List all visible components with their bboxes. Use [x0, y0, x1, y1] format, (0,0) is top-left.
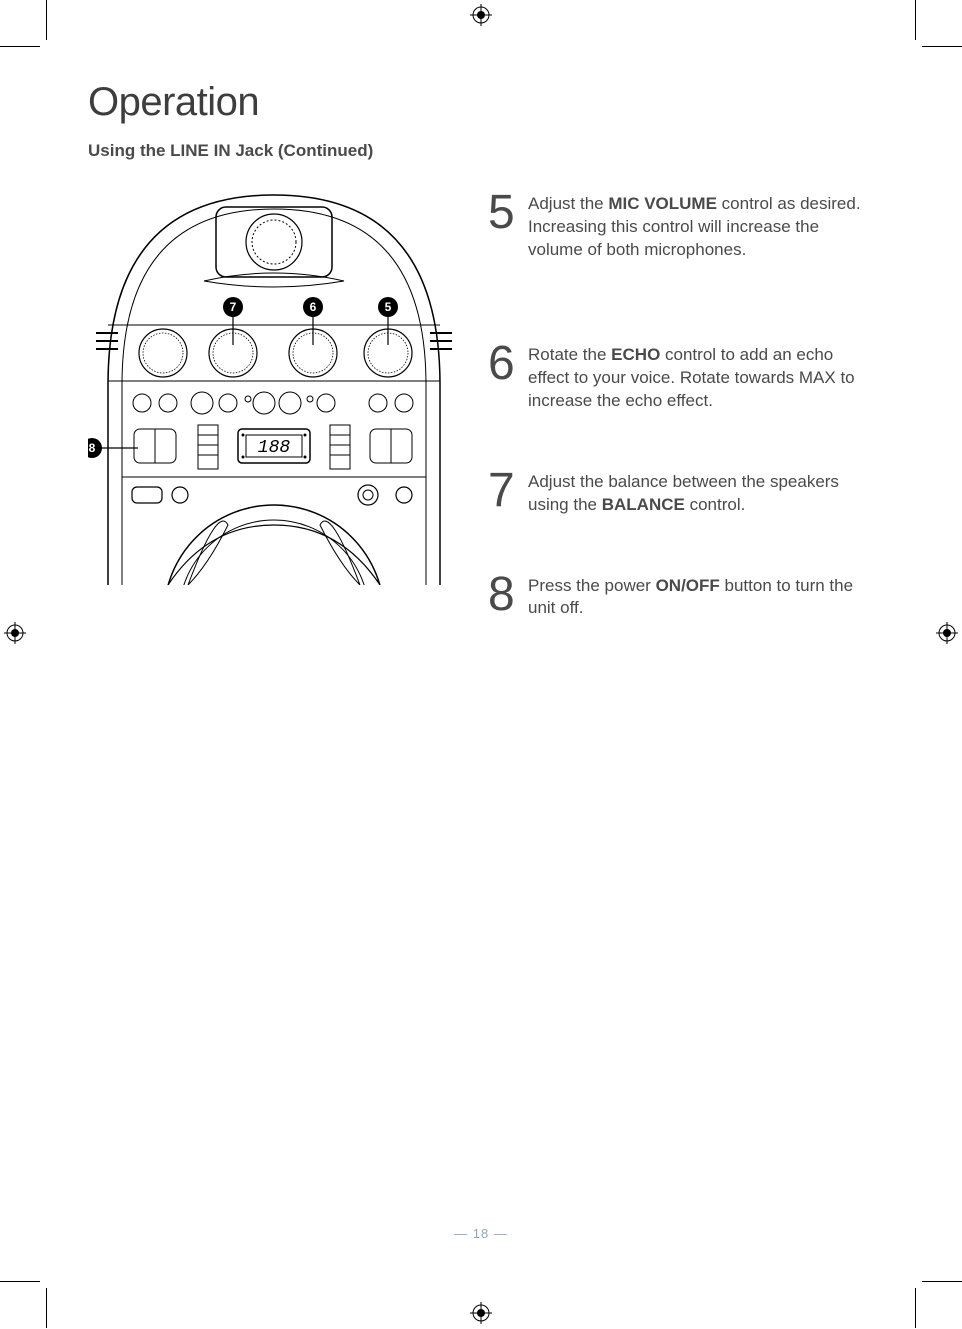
registration-mark-icon [936, 622, 958, 644]
content-row: 188 [88, 185, 874, 700]
step-number: 6 [488, 342, 518, 413]
callout-5: 5 [385, 300, 392, 314]
step-8: 8 Press the power ON/OFF button to turn … [488, 573, 874, 621]
step-7: 7 Adjust the balance between the speaker… [488, 469, 874, 517]
registration-mark-icon [470, 4, 492, 26]
step-number: 8 [488, 573, 518, 621]
registration-mark-icon [470, 1302, 492, 1324]
page-content: Operation Using the LINE IN Jack (Contin… [88, 80, 874, 700]
display-text: 188 [258, 438, 291, 458]
device-illustration: 188 [88, 185, 460, 585]
step-text: Adjust the MIC VOLUME control as desired… [528, 191, 874, 262]
crop-mark [46, 0, 47, 40]
step-6: 6 Rotate the ECHO control to add an echo… [488, 342, 874, 413]
crop-mark [922, 1281, 962, 1282]
callout-6: 6 [310, 300, 317, 314]
page-number: — 18 — [0, 1226, 962, 1241]
step-number: 7 [488, 469, 518, 517]
crop-mark [0, 46, 40, 47]
callout-8: 8 [89, 441, 96, 455]
page-title: Operation [88, 80, 874, 125]
step-5: 5 Adjust the MIC VOLUME control as desir… [488, 191, 874, 262]
step-number: 5 [488, 191, 518, 262]
crop-mark [915, 0, 916, 40]
registration-mark-icon [4, 622, 26, 644]
step-text: Press the power ON/OFF button to turn th… [528, 573, 874, 621]
crop-mark [915, 1288, 916, 1328]
step-text: Adjust the balance between the speakers … [528, 469, 874, 517]
crop-mark [922, 46, 962, 47]
step-text: Rotate the ECHO control to add an echo e… [528, 342, 874, 413]
callout-7: 7 [230, 300, 237, 314]
crop-mark [46, 1288, 47, 1328]
crop-mark [0, 1281, 40, 1282]
steps-list: 5 Adjust the MIC VOLUME control as desir… [488, 185, 874, 700]
page-subtitle: Using the LINE IN Jack (Continued) [88, 141, 874, 161]
